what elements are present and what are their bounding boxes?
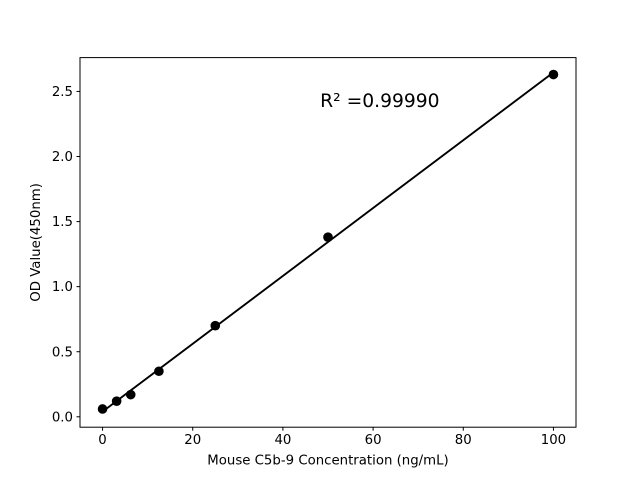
- data-point: [125, 389, 136, 400]
- data-point: [548, 69, 559, 80]
- x-tick-label: 0: [98, 433, 106, 448]
- x-tick-label: 40: [274, 433, 291, 448]
- data-point: [210, 320, 221, 331]
- data-point: [154, 366, 164, 377]
- y-axis-label: OD Value(450nm): [29, 183, 44, 302]
- x-tick-label: 100: [541, 433, 566, 448]
- r-squared-annotation: R² =0.99990: [320, 91, 439, 112]
- plot-area: [79, 57, 577, 428]
- y-tick-label: 0.5: [52, 345, 73, 360]
- data-point: [97, 404, 108, 414]
- data-point: [323, 232, 333, 242]
- x-axis-label: Mouse C5b-9 Concentration (ng/mL): [207, 454, 448, 469]
- y-tick-label: 2.5: [52, 85, 73, 100]
- x-tick-label: 80: [455, 433, 472, 448]
- x-tick-label: 60: [365, 433, 382, 448]
- y-tick-label: 1.0: [52, 280, 73, 295]
- y-tick-label: 0.0: [52, 410, 73, 425]
- y-tick-label: 1.5: [52, 215, 73, 230]
- data-point: [111, 396, 122, 406]
- x-tick-label: 20: [184, 433, 201, 448]
- y-tick-label: 2.0: [52, 150, 73, 165]
